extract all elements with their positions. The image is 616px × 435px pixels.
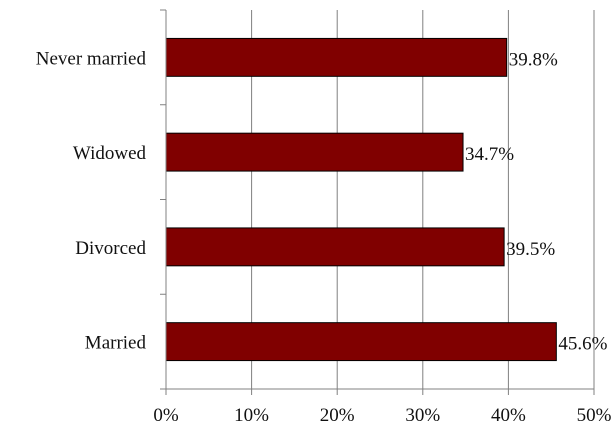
value-label: 45.6% xyxy=(558,334,607,355)
bar xyxy=(165,37,508,77)
value-label: 39.8% xyxy=(509,49,558,70)
category-label: Widowed xyxy=(73,143,147,164)
x-tick-label: 50% xyxy=(577,405,612,426)
category-label: Divorced xyxy=(75,238,146,259)
bar xyxy=(165,132,464,172)
x-tick-label: 30% xyxy=(405,405,440,426)
category-label: Never married xyxy=(36,48,147,69)
value-label: 34.7% xyxy=(465,144,514,165)
bar xyxy=(165,227,505,267)
x-tick-label: 0% xyxy=(153,405,179,426)
x-tick-label: 20% xyxy=(320,405,355,426)
axes xyxy=(160,9,595,395)
x-tick-label: 10% xyxy=(234,405,269,426)
category-label: Married xyxy=(85,333,147,354)
bar xyxy=(165,322,557,362)
labels: 0% 10% 20% 30% 40% 50% Never married 39.8% Widow… xyxy=(36,48,612,426)
x-tick-label: 40% xyxy=(491,405,526,426)
bars xyxy=(165,37,557,362)
value-label: 39.5% xyxy=(506,239,555,260)
